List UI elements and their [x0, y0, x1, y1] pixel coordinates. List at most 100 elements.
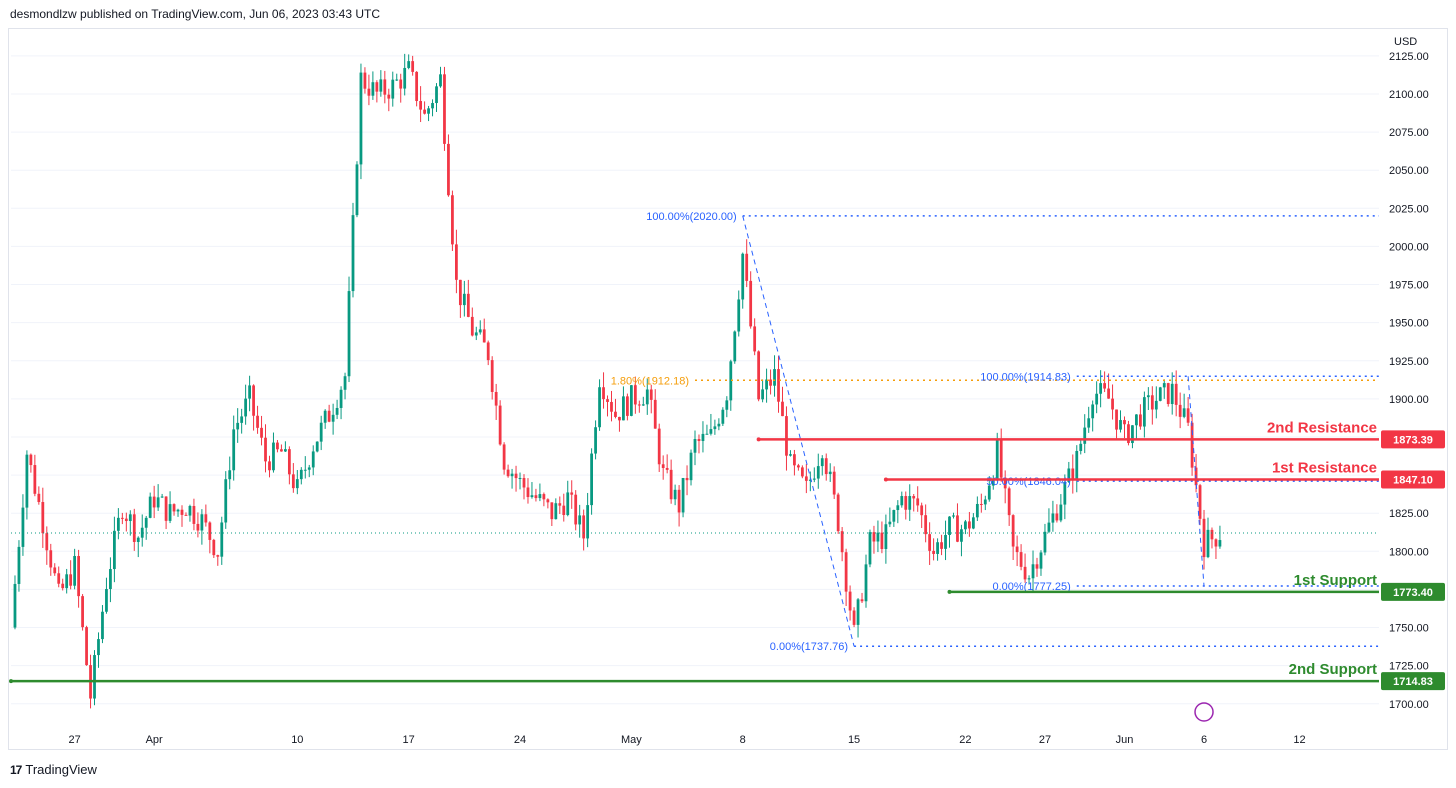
candle-body — [1067, 468, 1071, 482]
candle-body — [948, 516, 951, 535]
publisher-line: desmondlzw published on TradingView.com,… — [10, 7, 381, 21]
candle-body — [65, 574, 69, 589]
candle-body — [291, 474, 295, 489]
candle-body — [558, 503, 562, 506]
tradingview-logo-icon[interactable]: 17 — [10, 762, 22, 777]
candle-body — [264, 437, 267, 462]
candle-body — [590, 453, 593, 506]
candle-body — [896, 505, 900, 511]
candle-body — [303, 469, 307, 471]
candle-body — [765, 379, 768, 390]
price-tag-label: 1714.83 — [1393, 676, 1433, 688]
candle-body — [626, 396, 629, 416]
candle-body — [1027, 578, 1031, 580]
candle-body — [113, 530, 116, 570]
candle-body — [812, 478, 816, 480]
candle-body — [1150, 395, 1154, 410]
y-tick-label: 2000.00 — [1389, 241, 1429, 253]
candle-body — [530, 495, 534, 498]
candle-body — [653, 399, 657, 429]
candle-body — [689, 452, 693, 481]
candle-body — [371, 82, 375, 96]
candle-body — [618, 416, 621, 421]
candle-body — [192, 505, 196, 524]
y-tick-label: 1700.00 — [1389, 699, 1429, 711]
candle-body — [781, 401, 784, 417]
candle-body — [1214, 539, 1218, 547]
candle-body — [391, 79, 395, 99]
candle-body — [789, 454, 792, 456]
y-tick-label: 1925.00 — [1389, 356, 1429, 368]
candle-body — [944, 534, 947, 549]
candle-body — [956, 515, 959, 542]
candle-body — [844, 552, 848, 592]
footer-brand[interactable]: TradingView — [25, 762, 97, 777]
candle-body — [669, 469, 673, 500]
candle-body — [311, 451, 315, 468]
level-name: 1st Resistance — [1272, 460, 1377, 477]
candle-body — [598, 387, 601, 428]
candle-body — [284, 449, 287, 452]
candle-body — [57, 573, 61, 584]
candle-body — [884, 524, 888, 550]
candle-body — [725, 400, 729, 410]
chart-frame: 2125.00 2100.00 2075.00 2050.00 2025.00 2000.… — [8, 28, 1448, 750]
candle-body — [323, 410, 327, 423]
candle-body — [280, 449, 283, 452]
candle-body — [645, 389, 649, 405]
candle-body — [975, 503, 979, 518]
candle-body — [443, 74, 446, 144]
candle-body — [566, 492, 570, 516]
candle-body — [721, 409, 725, 424]
candle-body — [820, 458, 824, 467]
candle-body — [144, 517, 148, 528]
candle-body — [1075, 450, 1079, 481]
candle-body — [761, 389, 764, 400]
candle-body — [1206, 529, 1210, 558]
candle-body — [1135, 414, 1138, 426]
candle-body — [868, 532, 872, 565]
candle-body — [968, 521, 971, 529]
price-tag-label: 1773.40 — [1393, 587, 1433, 599]
candle-body — [236, 422, 240, 430]
candle-body — [1111, 398, 1114, 410]
candle-body — [1091, 404, 1095, 419]
candle-body — [252, 385, 255, 416]
candle-body — [1123, 420, 1126, 425]
candle-body — [180, 509, 184, 515]
candle-body — [1127, 424, 1130, 444]
candle-body — [451, 195, 454, 245]
candle-body — [582, 515, 586, 539]
candle-body — [1107, 388, 1110, 399]
candle-body — [1055, 513, 1059, 521]
candle-body — [999, 439, 1003, 478]
candle-body — [200, 514, 204, 531]
candle-body — [550, 502, 554, 520]
candle-body — [482, 329, 486, 343]
candle-body — [864, 564, 868, 602]
candle-body — [419, 101, 422, 110]
y-tick-label: 1800.00 — [1389, 546, 1429, 558]
candle-body — [1166, 383, 1170, 405]
fib-level-label: 1.80%(1912.18) — [611, 375, 689, 387]
price-chart[interactable]: 2125.00 2100.00 2075.00 2050.00 2025.00 2000.… — [9, 29, 1447, 749]
level-name: 1st Support — [1294, 572, 1377, 589]
candle-body — [518, 477, 522, 479]
candle-body — [717, 423, 721, 427]
candle-body — [172, 504, 176, 512]
candle-body — [1186, 408, 1190, 423]
candle-body — [510, 473, 514, 477]
x-tick-label: 27 — [69, 734, 81, 746]
candle-body — [538, 494, 542, 499]
y-tick-label: 2025.00 — [1389, 203, 1429, 215]
candle-body — [395, 79, 399, 81]
candle-body — [13, 583, 17, 628]
candle-body — [1146, 395, 1150, 398]
candle-body — [673, 489, 677, 500]
x-tick-label: Jun — [1116, 734, 1134, 746]
candle-body — [228, 470, 232, 480]
candle-body — [25, 454, 29, 508]
candle-body — [343, 376, 347, 390]
price-tag — [1381, 582, 1445, 601]
candle-body — [960, 529, 963, 542]
